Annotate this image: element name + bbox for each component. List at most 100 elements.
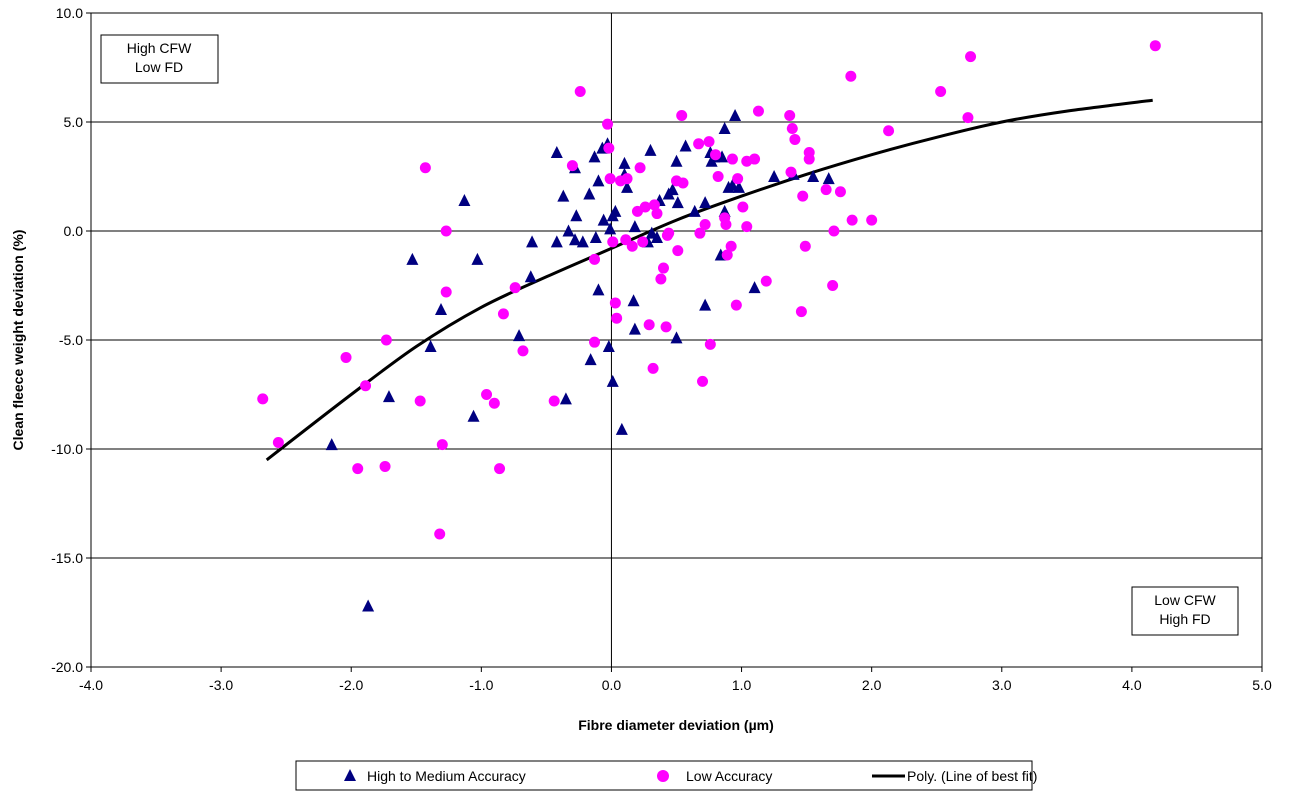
point-high-medium-accuracy — [562, 224, 575, 237]
point-low-accuracy — [741, 221, 753, 233]
annotation-bottom-right-line-1: Low CFW — [1154, 592, 1216, 608]
y-axis-label: Clean fleece weight deviation (%) — [10, 230, 26, 451]
x-tick-label: 3.0 — [992, 677, 1012, 693]
point-low-accuracy — [820, 184, 832, 196]
point-low-accuracy — [795, 306, 807, 318]
annotation-low-cfw-high-fd: Low CFW High FD — [1131, 586, 1239, 636]
y-tick-label: -10.0 — [51, 441, 83, 457]
y-axis-tick-labels: 10.0 5.0 0.0 -5.0 -10.0 -15.0 -20.0 — [51, 5, 91, 675]
point-low-accuracy — [434, 528, 446, 540]
point-high-medium-accuracy — [583, 187, 596, 200]
point-low-accuracy — [609, 297, 621, 309]
x-tick-label: 5.0 — [1252, 677, 1272, 693]
point-high-medium-accuracy — [576, 235, 589, 248]
point-low-accuracy — [651, 208, 663, 220]
point-low-accuracy — [419, 162, 431, 174]
point-low-accuracy — [697, 375, 709, 387]
point-high-medium-accuracy — [592, 174, 605, 187]
point-low-accuracy — [626, 240, 638, 252]
point-high-medium-accuracy — [621, 180, 634, 193]
point-low-accuracy — [634, 162, 646, 174]
annotation-top-left-line-1: High CFW — [127, 40, 192, 56]
point-high-medium-accuracy — [597, 213, 610, 226]
point-high-medium-accuracy — [650, 231, 663, 244]
point-high-medium-accuracy — [768, 170, 781, 182]
point-low-accuracy — [730, 299, 742, 311]
point-low-accuracy — [726, 153, 738, 165]
point-high-medium-accuracy — [670, 154, 683, 167]
point-low-accuracy — [676, 109, 688, 121]
point-low-accuracy — [803, 147, 815, 159]
point-low-accuracy — [574, 85, 586, 97]
point-low-accuracy — [660, 321, 672, 333]
point-high-medium-accuracy — [513, 329, 526, 342]
point-high-medium-accuracy — [362, 599, 375, 612]
y-tick-label: 5.0 — [64, 114, 84, 130]
point-high-medium-accuracy — [609, 204, 622, 217]
legend-circle-marker — [657, 770, 669, 782]
point-low-accuracy — [509, 282, 521, 294]
point-high-medium-accuracy — [382, 390, 395, 403]
x-tick-label: 4.0 — [1122, 677, 1142, 693]
point-low-accuracy — [440, 286, 452, 298]
annotation-bottom-right-line-2: High FD — [1159, 611, 1210, 627]
point-low-accuracy — [639, 201, 651, 213]
legend-label-high-medium: High to Medium Accuracy — [367, 768, 526, 784]
legend-label-low-accuracy: Low Accuracy — [686, 768, 772, 784]
point-high-medium-accuracy — [732, 180, 745, 193]
trendline-group — [265, 98, 1153, 462]
point-low-accuracy — [481, 389, 493, 400]
point-low-accuracy — [566, 160, 578, 172]
series-high-medium-accuracy — [325, 108, 835, 612]
point-high-medium-accuracy — [628, 322, 641, 335]
point-low-accuracy — [657, 262, 669, 274]
x-tick-label: -1.0 — [469, 677, 493, 693]
grid-lines — [91, 13, 1262, 667]
point-low-accuracy — [693, 138, 705, 150]
point-high-medium-accuracy — [671, 196, 684, 209]
x-tick-label: 1.0 — [732, 677, 752, 693]
trendline — [265, 98, 1153, 462]
point-low-accuracy — [827, 280, 839, 291]
point-high-medium-accuracy — [588, 150, 601, 163]
point-low-accuracy — [379, 460, 391, 472]
point-low-accuracy — [799, 240, 811, 252]
point-high-medium-accuracy — [615, 422, 628, 435]
point-low-accuracy — [360, 380, 372, 392]
point-low-accuracy — [866, 214, 878, 226]
point-high-medium-accuracy — [471, 252, 484, 265]
point-low-accuracy — [965, 51, 977, 63]
point-high-medium-accuracy — [666, 183, 679, 196]
point-high-medium-accuracy — [569, 233, 582, 246]
point-low-accuracy — [935, 85, 947, 97]
x-axis-label: Fibre diameter deviation (µm) — [578, 717, 774, 733]
point-low-accuracy — [752, 105, 764, 117]
point-high-medium-accuracy — [716, 150, 729, 163]
point-low-accuracy — [749, 153, 761, 165]
point-low-accuracy — [789, 133, 801, 145]
point-low-accuracy — [784, 109, 796, 121]
point-high-medium-accuracy — [679, 139, 692, 152]
point-low-accuracy — [655, 273, 667, 285]
point-high-medium-accuracy — [748, 281, 761, 294]
point-high-medium-accuracy — [467, 409, 480, 422]
point-high-medium-accuracy — [729, 108, 742, 121]
point-low-accuracy — [621, 173, 633, 185]
point-low-accuracy — [845, 70, 857, 82]
point-low-accuracy — [604, 173, 616, 185]
y-tick-label: 10.0 — [56, 5, 83, 21]
point-high-medium-accuracy — [557, 189, 570, 202]
point-low-accuracy — [436, 439, 448, 451]
point-low-accuracy — [1149, 40, 1161, 52]
point-high-medium-accuracy — [570, 209, 583, 222]
point-low-accuracy — [712, 171, 724, 182]
point-high-medium-accuracy — [584, 353, 597, 366]
y-tick-label: -5.0 — [59, 332, 83, 348]
x-tick-label: -2.0 — [339, 677, 363, 693]
point-low-accuracy — [834, 186, 846, 198]
point-low-accuracy — [721, 249, 733, 261]
point-high-medium-accuracy — [604, 222, 617, 235]
point-high-medium-accuracy — [628, 220, 641, 233]
point-low-accuracy — [694, 227, 706, 239]
